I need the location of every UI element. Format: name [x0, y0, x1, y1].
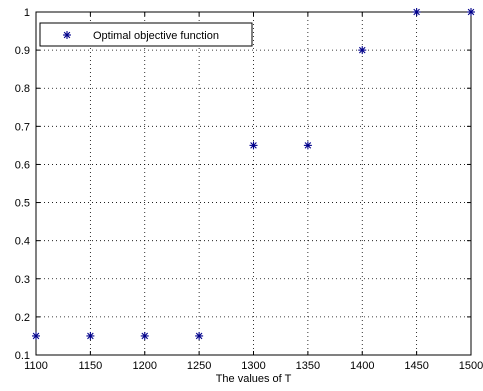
legend-marker-asterisk — [63, 31, 71, 39]
plot-area — [36, 12, 471, 355]
x-tick-label: 1300 — [241, 360, 265, 372]
data-point — [412, 8, 421, 16]
x-tick-label: 1450 — [404, 360, 428, 372]
data-point — [86, 331, 95, 340]
grid-lines — [36, 12, 471, 355]
legend-marker-asterisk-icon — [63, 31, 71, 39]
x-tick-label: 1500 — [459, 360, 483, 372]
data-point — [249, 141, 258, 150]
y-tick-label: 0.7 — [15, 121, 30, 133]
data-point — [195, 331, 204, 340]
x-tick-label: 1200 — [133, 360, 157, 372]
x-tick-label: 1400 — [350, 360, 374, 372]
y-tick-label: 0.5 — [15, 198, 30, 210]
legend-label: Optimal objective function — [93, 30, 219, 42]
y-tick-label: 0.9 — [15, 45, 30, 57]
x-tick-labels: 1100 1150 1200 1250 1300 1350 1400 1450 1500 — [24, 360, 483, 372]
x-tick-label: 1100 — [24, 360, 48, 372]
plot-frame — [35, 11, 472, 356]
legend-box — [39, 22, 253, 47]
data-point — [358, 46, 367, 55]
data-point — [140, 331, 149, 340]
data-point — [303, 141, 312, 150]
y-tick-label: 0.3 — [15, 274, 30, 286]
y-tick-labels: 0.1 0.2 0.3 0.4 0.5 0.6 0.7 0.8 0.9 1 — [15, 7, 30, 362]
data-point — [467, 8, 475, 16]
y-tick-label: 1 — [24, 7, 30, 19]
x-tick-label: 1150 — [79, 360, 103, 372]
y-tick-label: 0.8 — [15, 83, 30, 95]
y-tick-label: 0.1 — [15, 350, 30, 362]
data-points — [32, 8, 475, 340]
x-axis-label: The values of T — [216, 373, 292, 385]
y-tick-label: 0.2 — [15, 312, 30, 324]
x-tick-label: 1350 — [296, 360, 320, 372]
data-point — [32, 331, 40, 340]
x-tick-label: 1250 — [187, 360, 211, 372]
y-tick-label: 0.4 — [15, 236, 30, 248]
y-tick-label: 0.6 — [15, 159, 30, 171]
legend: Optimal objective function — [39, 22, 253, 47]
